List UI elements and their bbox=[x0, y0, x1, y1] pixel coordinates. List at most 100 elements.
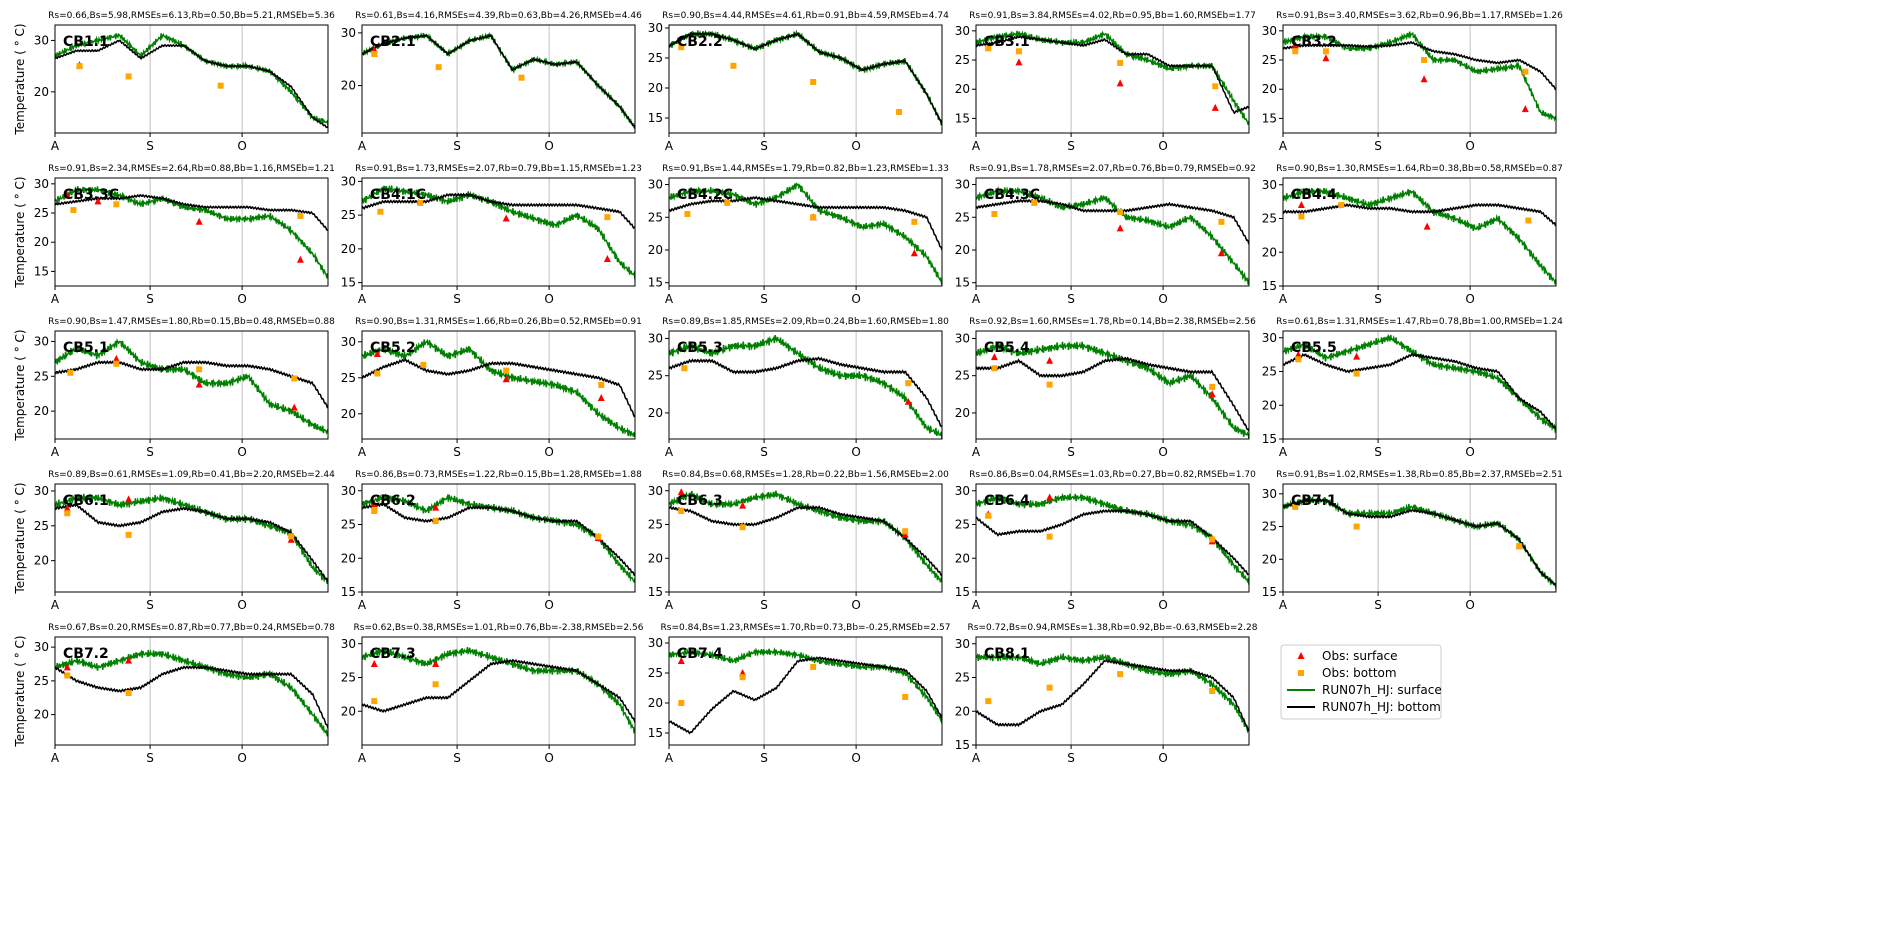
x-tick-label: S bbox=[453, 598, 461, 612]
x-tick-label: A bbox=[358, 598, 367, 612]
obs-bottom-marker bbox=[598, 382, 605, 388]
axes-frame bbox=[1282, 177, 1557, 287]
bottom-model-line bbox=[976, 356, 1249, 432]
obs-bottom-marker bbox=[371, 50, 378, 57]
obs-bottom-marker bbox=[288, 533, 295, 540]
obs-bottom-marker bbox=[1031, 199, 1038, 206]
obs-bottom-marker bbox=[503, 367, 510, 374]
subplot-title: Rs=0.86,Bs=0.73,RMSEs=1.22,Rb=0.15,Bb=1.… bbox=[355, 470, 642, 480]
x-tick-label: S bbox=[453, 139, 461, 153]
obs-surface-marker bbox=[112, 354, 120, 362]
x-tick-label: A bbox=[358, 445, 367, 459]
y-tick-label: 20 bbox=[955, 704, 970, 718]
bottom-model-line bbox=[976, 658, 1249, 732]
obs-surface-marker bbox=[94, 197, 102, 205]
x-tick-label: O bbox=[544, 139, 553, 153]
subplot-CB1.1: A S O 20 30 CB1.1 Rs=0.66,Bs=5.98,RMSEs=6.13,R… bbox=[13, 11, 335, 153]
y-tick-label: 25 bbox=[648, 518, 663, 532]
obs-surface-marker bbox=[373, 350, 381, 358]
y-tick-label: 30 bbox=[648, 636, 663, 650]
obs-bottom-marker bbox=[432, 518, 439, 525]
y-tick-label: 20 bbox=[648, 696, 663, 710]
x-tick-label: S bbox=[1067, 139, 1075, 153]
series-group bbox=[1283, 496, 1556, 590]
x-tick-label: O bbox=[544, 598, 553, 612]
obs-bottom-marker bbox=[810, 214, 817, 221]
series-group bbox=[55, 649, 328, 737]
y-tick-label: 15 bbox=[341, 585, 356, 599]
y-tick-label: 30 bbox=[1262, 178, 1277, 192]
y-tick-label: 15 bbox=[1262, 432, 1277, 446]
obs-bottom-marker bbox=[518, 74, 525, 81]
obs-surface-marker bbox=[603, 255, 611, 262]
station-label: CB4.3C bbox=[984, 187, 1040, 203]
y-tick-label: 20 bbox=[648, 406, 663, 420]
obs-bottom-marker bbox=[64, 510, 71, 517]
obs-bottom-marker bbox=[1218, 218, 1225, 225]
station-label: CB6.4 bbox=[984, 493, 1030, 509]
surface-model-line bbox=[1283, 31, 1556, 122]
station-label: CB7.2 bbox=[63, 646, 109, 662]
x-tick-label: A bbox=[1279, 292, 1288, 306]
bottom-model-line bbox=[1283, 498, 1556, 586]
station-label: CB6.1 bbox=[63, 493, 109, 509]
obs-surface-marker bbox=[195, 380, 203, 388]
y-tick-label: 15 bbox=[955, 276, 970, 290]
y-tick-label: 30 bbox=[1262, 487, 1277, 501]
y-axis-label: Temperature ( ° C) bbox=[13, 176, 27, 288]
y-tick-label: 30 bbox=[955, 178, 970, 192]
obs-surface-marker bbox=[1297, 201, 1305, 208]
y-tick-label: 30 bbox=[341, 26, 356, 40]
obs-bottom-marker bbox=[1117, 209, 1124, 216]
obs-bottom-marker bbox=[1046, 684, 1053, 691]
station-label: CB3.1 bbox=[984, 34, 1030, 50]
y-tick-label: 30 bbox=[648, 484, 663, 498]
y-tick-label: 25 bbox=[34, 519, 49, 533]
station-label: CB1.1 bbox=[63, 34, 109, 50]
y-tick-label: 15 bbox=[34, 264, 49, 278]
obs-bottom-marker bbox=[730, 62, 737, 69]
bottom-model-line bbox=[1283, 202, 1556, 227]
y-tick-label: 25 bbox=[1262, 53, 1277, 67]
x-tick-label: A bbox=[358, 139, 367, 153]
series-group bbox=[976, 652, 1249, 734]
surface-model-line bbox=[1283, 187, 1556, 285]
surface-model-line bbox=[669, 490, 942, 583]
x-tick-label: O bbox=[851, 751, 860, 765]
bottom-model-line bbox=[669, 356, 942, 428]
x-tick-label: S bbox=[1067, 445, 1075, 459]
axes-frame bbox=[975, 177, 1250, 287]
axes-frame bbox=[361, 330, 636, 440]
y-tick-label: 20 bbox=[955, 243, 970, 257]
obs-bottom-marker bbox=[1525, 217, 1532, 224]
series-group bbox=[976, 492, 1249, 585]
obs-bottom-marker bbox=[125, 531, 132, 538]
y-tick-label: 20 bbox=[648, 551, 663, 565]
x-tick-label: A bbox=[51, 445, 60, 459]
axes-frame bbox=[54, 330, 329, 440]
y-tick-label: 15 bbox=[1262, 279, 1277, 293]
x-tick-label: A bbox=[358, 751, 367, 765]
y-tick-label: 20 bbox=[34, 85, 49, 99]
x-tick-label: S bbox=[146, 445, 154, 459]
y-tick-label: 30 bbox=[955, 24, 970, 38]
obs-bottom-marker bbox=[1421, 57, 1428, 64]
surface-model-line bbox=[55, 338, 328, 435]
obs-surface-marker bbox=[990, 353, 998, 361]
subplot-title: Rs=0.90,Bs=1.47,RMSEs=1.80,Rb=0.15,Bb=0.… bbox=[48, 317, 335, 327]
obs-surface-marker bbox=[1046, 493, 1054, 501]
subplot-CB3.2: A S O 15 20 25 30 CB3.2 Rs=0.91,Bs=3.40,RMSEs=3.… bbox=[1262, 11, 1563, 153]
series-group bbox=[976, 185, 1249, 285]
obs-bottom-marker bbox=[810, 664, 817, 670]
series-group bbox=[669, 334, 942, 439]
y-tick-label: 20 bbox=[955, 82, 970, 96]
surface-model-line bbox=[55, 649, 328, 737]
y-tick-label: 15 bbox=[648, 111, 663, 125]
y-tick-label: 25 bbox=[341, 671, 356, 685]
subplot-title: Rs=0.91,Bs=3.40,RMSEs=3.62,Rb=0.96,Bb=1.… bbox=[1276, 11, 1563, 21]
obs-bottom-marker bbox=[991, 365, 998, 372]
bottom-model-line bbox=[55, 502, 328, 583]
legend-entry-label: Obs: bottom bbox=[1322, 666, 1397, 680]
axes-frame bbox=[668, 177, 943, 287]
bottom-model-line bbox=[976, 34, 1249, 115]
